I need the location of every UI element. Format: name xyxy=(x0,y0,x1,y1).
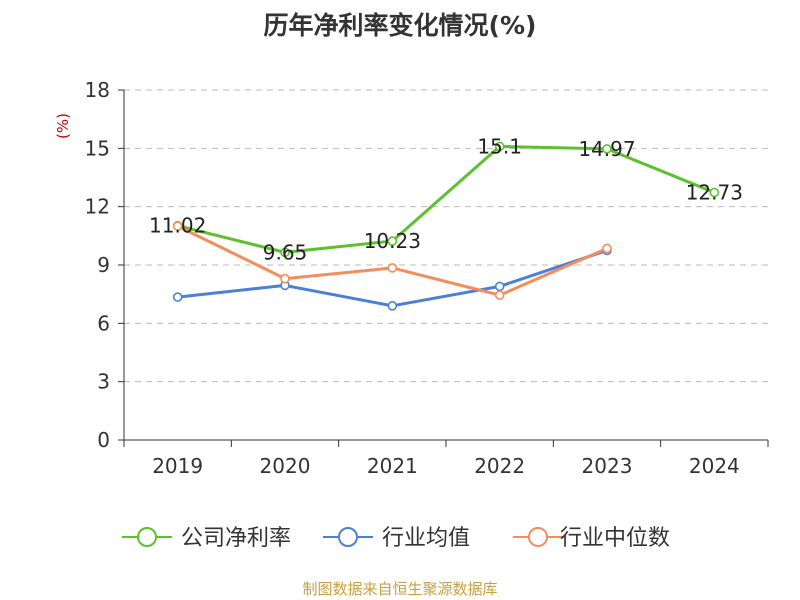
series-line xyxy=(177,144,715,254)
y-tick-label: 18 xyxy=(85,78,110,102)
data-point xyxy=(494,281,505,292)
data-label: 11.02 xyxy=(149,214,206,238)
data-label: 15.1 xyxy=(477,134,522,158)
legend-label: 公司净利率 xyxy=(181,526,291,551)
x-tick-label: 2019 xyxy=(152,454,203,478)
y-tick-label: 15 xyxy=(85,136,110,160)
x-tick-label: 2024 xyxy=(689,454,740,478)
x-tick-label: 2021 xyxy=(367,454,418,478)
y-tick-label: 6 xyxy=(97,311,110,335)
legend-marker xyxy=(338,527,358,547)
legend-marker xyxy=(137,527,157,547)
x-tick-label: 2023 xyxy=(582,454,633,478)
y-tick-label: 3 xyxy=(97,370,110,394)
legend-marker xyxy=(528,527,548,547)
y-axis-label: (%) xyxy=(54,113,72,139)
data-label: 9.65 xyxy=(263,240,308,264)
legend-label: 行业均值 xyxy=(382,526,470,551)
data-point xyxy=(280,247,290,258)
y-tick-label: 12 xyxy=(85,195,110,219)
data-point xyxy=(387,301,398,311)
data-point xyxy=(494,141,505,152)
legend-label: 行业中位数 xyxy=(560,526,670,551)
data-point xyxy=(387,236,398,246)
data-label: 10.23 xyxy=(364,229,421,253)
chart-title: 历年净利率变化情况(%) xyxy=(264,11,537,40)
data-point xyxy=(172,292,183,302)
data-point xyxy=(602,144,612,154)
x-tick-label: 2020 xyxy=(260,454,311,478)
data-label: 14.97 xyxy=(578,137,635,161)
data-point xyxy=(172,221,183,231)
data-point xyxy=(387,263,398,273)
data-point xyxy=(709,187,720,198)
y-tick-label: 0 xyxy=(97,428,110,452)
x-tick-label: 2022 xyxy=(474,454,525,478)
y-tick-label: 9 xyxy=(97,253,110,277)
data-point xyxy=(602,243,612,254)
data-label: 12.73 xyxy=(686,180,743,204)
data-point xyxy=(494,290,505,300)
source-note: 制图数据来自恒生聚源数据库 xyxy=(302,580,497,598)
data-point xyxy=(280,273,290,284)
